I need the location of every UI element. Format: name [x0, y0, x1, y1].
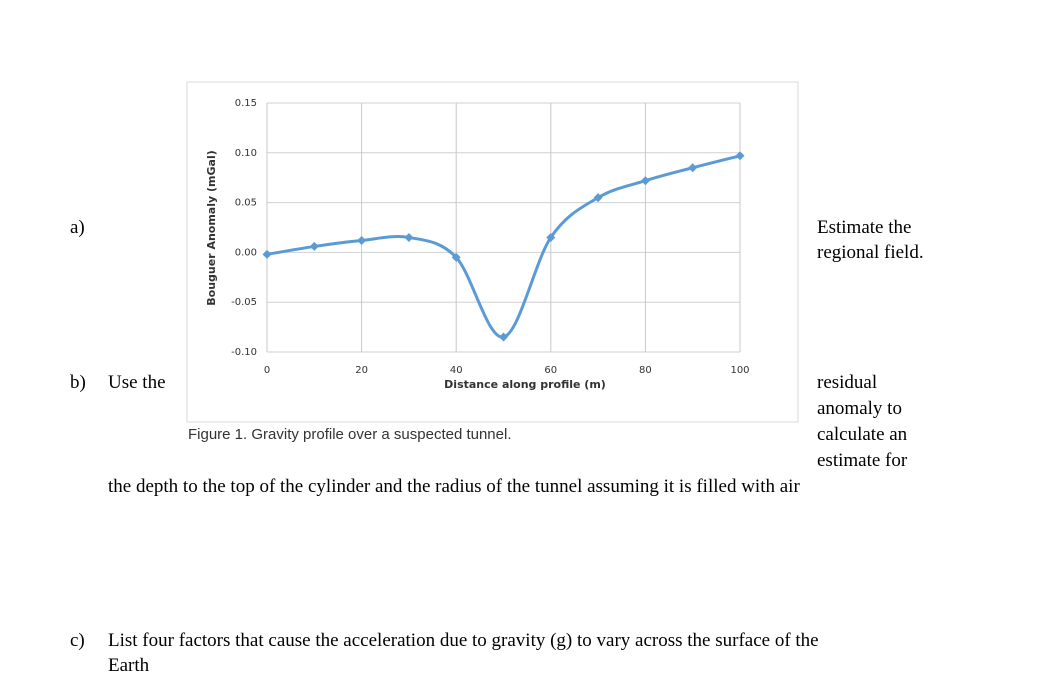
y-tick-label: 0.10: [235, 148, 257, 159]
caption: Figure 1. Gravity profile over a suspect…: [188, 426, 512, 443]
x-tick-label: 60: [544, 365, 557, 376]
x-tick-label: 80: [639, 365, 652, 376]
text-a: Estimate the: [817, 217, 912, 238]
text-b: estimate for: [817, 450, 908, 471]
label-a: a): [70, 217, 85, 238]
text-c: Earth: [108, 655, 150, 676]
text-c: List four factors that cause the acceler…: [108, 630, 819, 651]
x-tick-label: 40: [450, 365, 463, 376]
text-b: calculate an: [817, 424, 908, 445]
x-axis-title: Distance along profile (m): [444, 378, 606, 391]
label-b: b): [70, 372, 86, 393]
x-tick-label: 0: [264, 365, 270, 376]
text-b: residual: [817, 372, 878, 393]
data-point: [499, 332, 508, 342]
data-point: [688, 163, 698, 173]
text-b: anomaly to: [817, 398, 902, 419]
data-point: [546, 232, 556, 242]
y-tick-label: 0.05: [235, 198, 257, 209]
text-b: the depth to the top of the cylinder and…: [108, 476, 800, 497]
data-point: [262, 249, 272, 259]
x-tick-label: 20: [355, 365, 368, 376]
label-c: c): [70, 630, 85, 651]
text-b: Use the: [108, 372, 166, 393]
data-point: [593, 193, 603, 203]
y-axis-title: Bouguer Anomaly (mGal): [205, 150, 218, 306]
y-tick-label: 0.00: [235, 247, 257, 258]
data-point: [309, 241, 319, 251]
data-point: [357, 235, 367, 245]
data-point: [404, 232, 414, 242]
y-tick-label: -0.05: [231, 297, 257, 308]
data-point: [451, 252, 461, 262]
y-tick-label: 0.15: [235, 98, 257, 109]
data-point: [735, 151, 745, 161]
text-a: regional field.: [817, 242, 924, 263]
data-point: [640, 176, 650, 186]
y-tick-label: -0.10: [231, 347, 257, 358]
x-tick-label: 100: [730, 365, 749, 376]
